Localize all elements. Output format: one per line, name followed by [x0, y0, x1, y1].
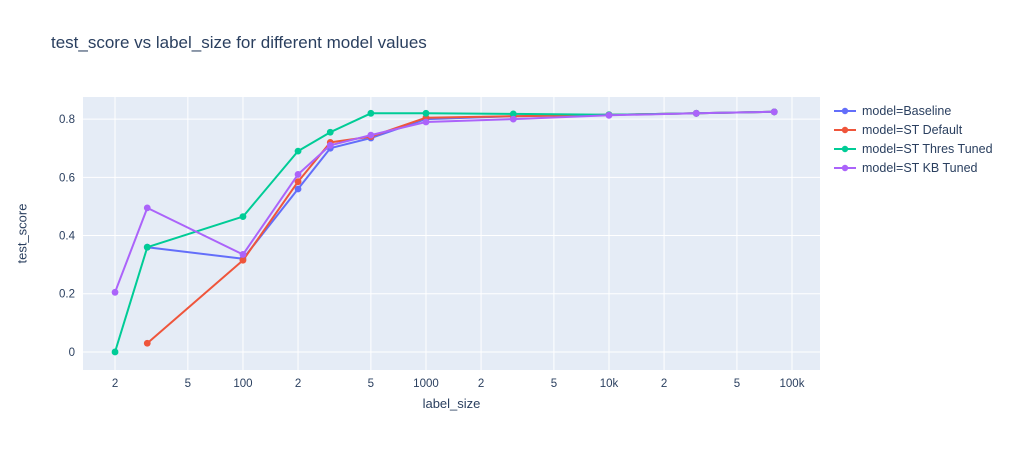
x-axis-tick-label: 2 — [295, 378, 301, 390]
series-marker — [239, 213, 247, 221]
series-marker — [294, 178, 302, 186]
chart-title: test_score vs label_size for different m… — [51, 33, 427, 52]
series-marker — [422, 118, 430, 126]
series-marker — [143, 339, 151, 347]
y-axis-tick-label: 0.8 — [59, 114, 75, 126]
series-marker — [294, 185, 302, 193]
x-axis-tick-label: 100 — [233, 378, 252, 390]
y-axis-tick-label: 0 — [69, 347, 75, 359]
series-marker — [422, 109, 430, 117]
legend: model=Baseline model=ST Default model=ST T… — [833, 101, 993, 177]
legend-item-label: model=ST Thres Tuned — [862, 141, 993, 156]
series-marker — [111, 288, 119, 296]
series-marker — [367, 109, 375, 117]
legend-item[interactable]: model=ST Thres Tuned — [833, 139, 993, 158]
y-axis-tick-label: 0.2 — [59, 289, 75, 301]
series-marker — [770, 108, 778, 116]
legend-marker-icon — [834, 107, 856, 114]
legend-marker-icon — [834, 126, 856, 133]
series-marker — [509, 115, 517, 123]
series-marker — [239, 256, 247, 264]
x-axis-tick-label: 100k — [780, 378, 805, 390]
x-axis-tick-label: 2 — [661, 378, 667, 390]
x-axis-title: label_size — [422, 396, 481, 411]
series-marker — [294, 147, 302, 155]
legend-item[interactable]: model=ST Default — [833, 120, 993, 139]
legend-marker-icon — [834, 145, 856, 152]
x-axis-tick-label: 5 — [185, 378, 191, 390]
series-marker — [143, 243, 151, 251]
series-marker — [111, 348, 119, 356]
legend-marker-icon — [834, 164, 856, 171]
x-axis-tick-label: 1000 — [413, 378, 439, 390]
series-marker — [692, 109, 700, 117]
y-axis-tick-label: 0.6 — [59, 172, 75, 184]
x-axis-tick-label: 10k — [600, 378, 619, 390]
series-marker — [294, 171, 302, 178]
series-marker — [367, 131, 375, 139]
x-axis-tick-label: 5 — [734, 378, 740, 390]
series-marker — [239, 251, 247, 258]
legend-item-label: model=ST Default — [862, 122, 963, 137]
series-marker — [509, 110, 517, 118]
series-marker — [605, 111, 613, 119]
x-axis-tick-label: 2 — [478, 378, 484, 390]
legend-item-label: model=ST KB Tuned — [862, 160, 978, 175]
x-axis-tick-label: 5 — [368, 378, 374, 390]
plot-background — [83, 97, 820, 370]
legend-item[interactable]: model=Baseline — [833, 101, 993, 120]
y-axis-tick-label: 0.4 — [59, 231, 76, 243]
legend-item[interactable]: model=ST KB Tuned — [833, 158, 993, 177]
series-marker — [326, 128, 334, 136]
series-marker — [143, 204, 151, 212]
series-marker — [326, 141, 334, 149]
y-axis-title: test_score — [14, 203, 30, 264]
x-axis-tick-label: 5 — [551, 378, 557, 390]
x-axis-tick-label: 2 — [112, 378, 118, 390]
legend-item-label: model=Baseline — [862, 103, 952, 118]
